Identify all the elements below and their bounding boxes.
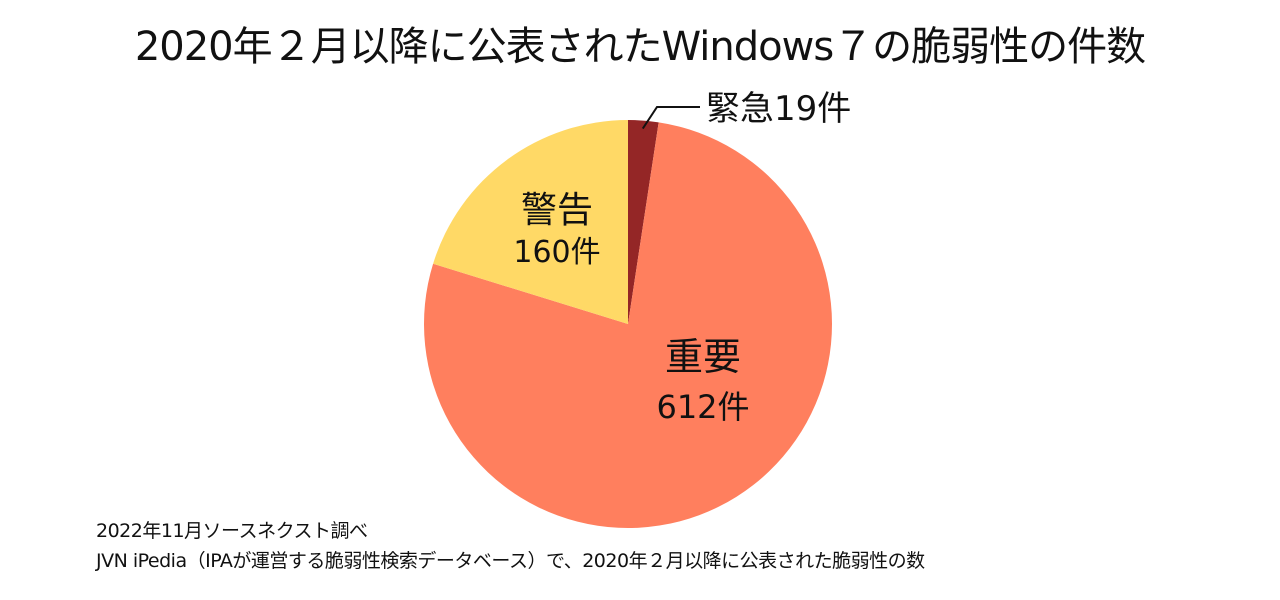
pie-slice-2 [433, 120, 628, 324]
data-label-1: 612件 [656, 388, 749, 426]
leader-line [641, 106, 700, 130]
data-label-0: 緊急19件 [706, 89, 851, 129]
chart-title: 2020年２月以降に公表されたWindows７の脆弱性の件数 [134, 24, 1146, 70]
source-note: 2022年11月ソースネクスト調べ [96, 520, 368, 542]
data-label-2: 160件 [513, 235, 600, 270]
method-note: JVN iPedia（IPAが運営する脆弱性検索データベース）で、2020年２月… [96, 550, 925, 572]
category-label-2: 警告 [521, 190, 593, 231]
pie-slice-0 [628, 120, 659, 324]
pie-slice-1 [424, 122, 833, 528]
category-label-1: 重要 [665, 335, 741, 379]
